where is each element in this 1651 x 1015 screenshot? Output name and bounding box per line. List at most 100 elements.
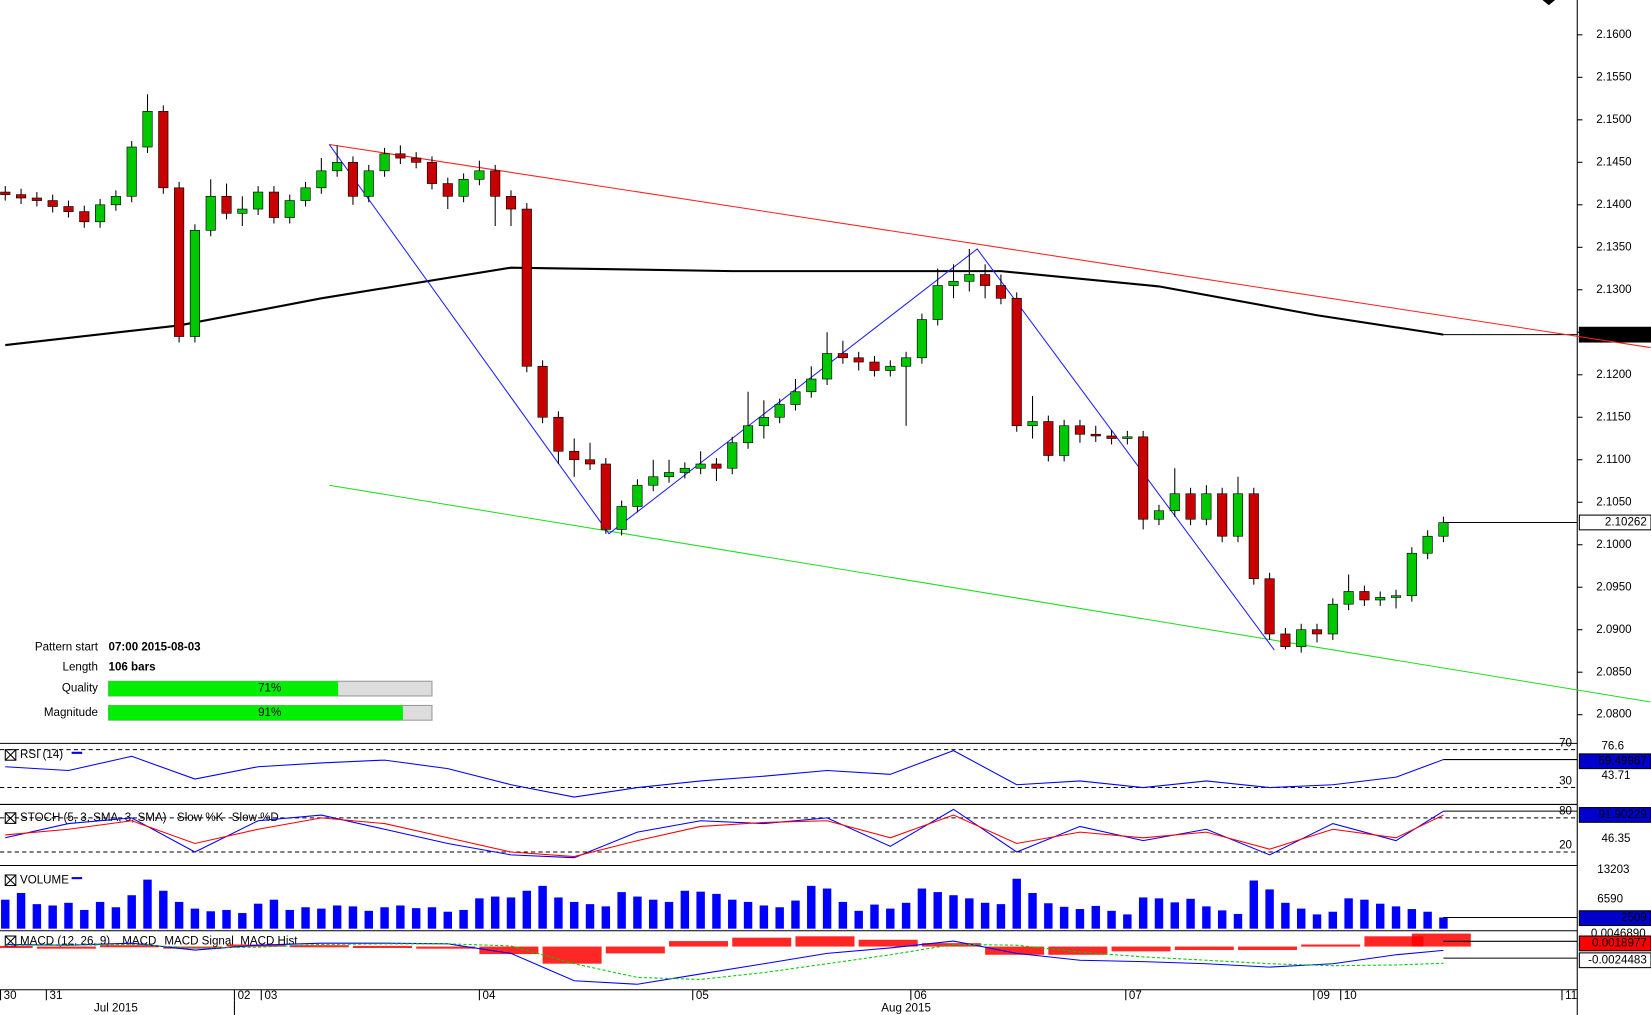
signal-line bbox=[5, 943, 1444, 980]
volume-bar bbox=[1170, 902, 1179, 929]
volume-bar bbox=[411, 908, 421, 929]
volume-bar bbox=[1376, 903, 1385, 929]
candle-body bbox=[300, 187, 311, 201]
candle-body bbox=[16, 194, 27, 199]
info-bar bbox=[108, 705, 403, 721]
volume-bar bbox=[886, 908, 895, 929]
candle-body bbox=[679, 467, 690, 473]
candle-body bbox=[758, 416, 769, 427]
scale-label: 46.35 bbox=[1601, 833, 1630, 845]
volume-bar bbox=[317, 908, 326, 929]
candle-body bbox=[980, 274, 991, 286]
candle-body bbox=[885, 365, 896, 371]
candle-body bbox=[31, 197, 42, 201]
candle-body bbox=[616, 506, 627, 530]
y-tick-label: 2.1600 bbox=[1596, 29, 1631, 41]
volume-bar bbox=[1233, 913, 1243, 929]
last-price-box bbox=[1578, 514, 1651, 531]
volume-bar bbox=[1344, 898, 1353, 929]
candle-body bbox=[790, 391, 801, 405]
volume-bar bbox=[174, 901, 184, 929]
volume-bar bbox=[127, 895, 136, 929]
candle-body bbox=[932, 285, 943, 320]
macd-hist-bar bbox=[1301, 944, 1361, 947]
x-tick-label: 03 bbox=[264, 990, 277, 1002]
y-tick-label: 2.1450 bbox=[1596, 156, 1631, 168]
candle-body bbox=[853, 357, 864, 363]
volume-bar bbox=[348, 906, 358, 929]
y-tick-label: 2.1550 bbox=[1596, 71, 1631, 83]
candle-body bbox=[442, 183, 453, 197]
volume-bar bbox=[728, 899, 737, 929]
macd-hist-last-value: 0.0018977 bbox=[1592, 937, 1647, 949]
candle-body bbox=[648, 476, 659, 486]
macd-hist-bar bbox=[1111, 946, 1171, 952]
candle-body bbox=[1311, 629, 1323, 635]
rsi-line bbox=[5, 750, 1444, 798]
candle-body bbox=[411, 157, 422, 163]
volume-bar bbox=[285, 909, 294, 929]
candle-body bbox=[474, 170, 485, 180]
candle-body bbox=[1375, 597, 1386, 601]
candle-body bbox=[126, 146, 137, 197]
volume-bar bbox=[538, 885, 547, 929]
volume-bar bbox=[443, 911, 452, 929]
y-tick-label: 13203 bbox=[1597, 864, 1629, 876]
y-tick-label: 2.1500 bbox=[1596, 114, 1631, 126]
info-bar-label: 71% bbox=[258, 683, 281, 695]
volume-bar bbox=[680, 890, 690, 929]
volume-bar bbox=[1312, 914, 1322, 929]
candle-body bbox=[1074, 425, 1086, 435]
volume-bar bbox=[570, 901, 579, 929]
scale-label: 0.0046890 bbox=[1591, 928, 1646, 940]
x-tick-label: 31 bbox=[50, 990, 63, 1002]
candle-body bbox=[221, 195, 232, 214]
volume-bar bbox=[1012, 878, 1021, 929]
volume-bar bbox=[1107, 910, 1116, 929]
candle-body bbox=[395, 153, 406, 159]
panel-title: VOLUME bbox=[20, 874, 69, 886]
volume-bar bbox=[222, 909, 231, 929]
candle-body bbox=[205, 195, 216, 231]
volume-bar bbox=[238, 913, 247, 929]
volume-bar bbox=[64, 902, 73, 929]
volume-bar bbox=[917, 888, 927, 929]
volume-bar bbox=[743, 901, 753, 929]
volume-bar bbox=[1423, 911, 1432, 929]
candle-body bbox=[632, 484, 643, 507]
candle-body bbox=[1090, 433, 1101, 437]
volume-bar bbox=[522, 890, 532, 929]
volume-bar bbox=[206, 911, 215, 929]
candle-body bbox=[727, 442, 738, 469]
candle-body bbox=[1343, 591, 1354, 605]
volume-bar bbox=[16, 893, 26, 929]
legend-signal: MACD Signal bbox=[164, 935, 234, 947]
volume-bar bbox=[1217, 910, 1227, 929]
volume-bar bbox=[1407, 909, 1417, 929]
y-tick-label: 2.1200 bbox=[1596, 369, 1631, 381]
volume-bar bbox=[791, 900, 800, 929]
candle-body bbox=[964, 274, 975, 282]
volume-bar bbox=[427, 907, 437, 929]
macd-hist-bar bbox=[1237, 946, 1297, 950]
candle-body bbox=[1406, 552, 1417, 597]
candle-body bbox=[1138, 436, 1149, 520]
macd-hist-bar bbox=[542, 946, 602, 964]
y-tick-label: 2.1000 bbox=[1596, 539, 1631, 551]
candle-body bbox=[1438, 522, 1449, 537]
candle-body bbox=[584, 459, 596, 465]
macd-hist-bar bbox=[100, 945, 160, 948]
info-bar bbox=[108, 681, 339, 696]
candle-body bbox=[1043, 421, 1054, 456]
volume-bar bbox=[490, 896, 500, 929]
x-tick-label: 11 bbox=[1565, 990, 1577, 1002]
volume-bar bbox=[1123, 914, 1132, 929]
macd-hist-last-value-box bbox=[1578, 935, 1651, 952]
stoch-d-line bbox=[5, 814, 1444, 858]
candle-body bbox=[426, 161, 438, 184]
macd-hist-bar bbox=[289, 945, 349, 948]
macd-hist-bar bbox=[352, 945, 412, 948]
menu-arrow[interactable] bbox=[1542, 0, 1556, 6]
volume-bar bbox=[1, 899, 10, 929]
